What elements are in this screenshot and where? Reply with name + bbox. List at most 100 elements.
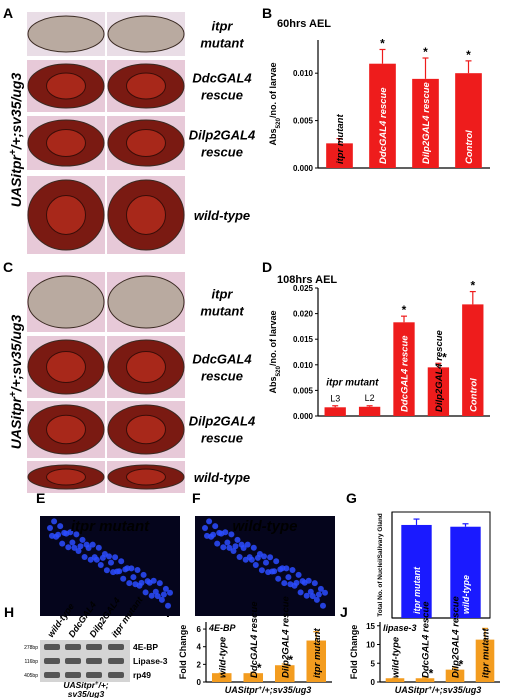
genotype-vertical-part: UASitpr xyxy=(8,396,24,450)
bar xyxy=(243,673,264,682)
nucleus xyxy=(106,553,112,560)
panel-letter: E xyxy=(36,490,45,506)
category-label: itpr mutant xyxy=(312,628,323,678)
bar xyxy=(369,63,396,168)
x-axis-label-part: + xyxy=(428,685,432,692)
nucleus xyxy=(154,593,161,600)
y-tick-label: 4 xyxy=(197,643,202,652)
nucleus xyxy=(93,556,100,563)
nucleus xyxy=(293,579,300,586)
nucleus xyxy=(283,565,290,572)
panel-letter: A xyxy=(3,5,13,21)
bar xyxy=(412,78,439,168)
bar xyxy=(211,673,232,682)
y-axis-label-part: 520 xyxy=(275,118,282,129)
y-tick-label: 0 xyxy=(197,678,202,687)
nucleus xyxy=(85,545,92,551)
larva-gut xyxy=(126,129,166,157)
nucleus xyxy=(97,562,104,568)
category-label: L3 xyxy=(330,393,340,403)
nucleus xyxy=(322,589,328,596)
larva-gut xyxy=(126,414,166,445)
bar xyxy=(462,304,484,416)
band xyxy=(44,644,60,650)
nucleus xyxy=(210,531,217,538)
significance-mark: * xyxy=(466,48,471,62)
nucleus xyxy=(220,544,227,551)
genotype-label: itpr xyxy=(212,19,234,34)
bar xyxy=(393,322,415,416)
gel-genotype-part: + xyxy=(95,681,99,687)
gene-label: Lipase-3 xyxy=(133,656,168,666)
nucleus xyxy=(285,574,292,581)
nucleus xyxy=(51,518,58,525)
y-tick-label: 0.000 xyxy=(293,412,314,421)
nucleus xyxy=(81,554,88,560)
nucleus xyxy=(267,554,274,561)
y-tick-label: 10 xyxy=(366,641,375,650)
nucleus xyxy=(224,539,231,546)
genotype-vertical-part: + xyxy=(8,391,19,397)
significance-mark: * xyxy=(429,666,434,680)
nucleus xyxy=(77,543,84,550)
genotype-label: rescue xyxy=(201,369,243,384)
genotype-vertical-part: /+;sv35/ug3 xyxy=(8,73,24,151)
panel-letter: G xyxy=(346,490,357,506)
x-axis-label-part: /+;sv35/ug3 xyxy=(261,685,311,695)
genotype-label: Dilp2GAL4 xyxy=(189,414,256,429)
nucleus xyxy=(202,525,208,531)
band xyxy=(86,644,102,650)
nucleus xyxy=(108,559,114,566)
nucleus xyxy=(103,567,110,574)
bar xyxy=(445,669,465,682)
genotype-label: wild-type xyxy=(194,470,250,485)
genotype-vertical: UASitpr+/+;sv35/ug3 xyxy=(8,315,25,450)
y-axis-label: Abs520/no. of larvae xyxy=(268,310,282,393)
genotype-label: mutant xyxy=(200,36,244,51)
nucleus xyxy=(214,540,221,547)
y-tick-label: 0.005 xyxy=(293,386,314,395)
band xyxy=(86,672,102,678)
significance-mark: * xyxy=(470,279,475,293)
nucleus xyxy=(140,571,147,578)
y-tick-label: 0.010 xyxy=(293,361,314,370)
larva-gut xyxy=(46,129,86,157)
nucleus xyxy=(263,559,269,566)
nucleus xyxy=(116,568,123,575)
nucleus xyxy=(313,596,320,603)
nucleus xyxy=(142,589,149,596)
chart-title: 108hrs AEL xyxy=(277,274,337,286)
genotype-label: DdcGAL4 xyxy=(192,71,252,86)
nucleus xyxy=(228,531,235,538)
bar xyxy=(274,665,295,682)
band xyxy=(65,672,81,678)
y-tick-label: 0.025 xyxy=(293,284,314,293)
panel-letter: C xyxy=(3,259,13,275)
gel-genotype: sv35/ug3 xyxy=(68,689,105,698)
nucleus xyxy=(120,575,127,582)
category-label: Dilp2GAL4 rescue xyxy=(434,329,445,412)
significance-mark: * xyxy=(423,45,428,59)
category-label: itpr mutant xyxy=(335,114,346,164)
nucleus xyxy=(295,571,302,578)
nucleus xyxy=(160,591,167,598)
nucleus xyxy=(230,548,237,554)
y-tick-label: 2 xyxy=(197,660,202,669)
genotype-label: rescue xyxy=(201,431,243,446)
category-label: wild-type xyxy=(461,575,471,614)
genotype-vertical-part: UASitpr xyxy=(8,154,24,208)
nucleus xyxy=(248,556,255,563)
band-size: 116bp xyxy=(24,659,38,665)
y-axis-label: Total No. of Nuclei/Salivary Gland xyxy=(377,513,384,617)
larva-gut xyxy=(46,351,86,383)
y-axis-label: Fold Change xyxy=(178,625,188,680)
y-axis-label-part: /no. of larvae xyxy=(268,62,278,118)
y-tick-label: 15 xyxy=(366,622,375,631)
nucleus xyxy=(67,529,74,536)
category-label: DdcGAL4 rescue xyxy=(421,601,432,678)
nucleus xyxy=(275,575,282,582)
band xyxy=(108,672,124,678)
category-label: DdcGAL4 rescue xyxy=(249,601,260,678)
larva-gut xyxy=(126,72,166,100)
